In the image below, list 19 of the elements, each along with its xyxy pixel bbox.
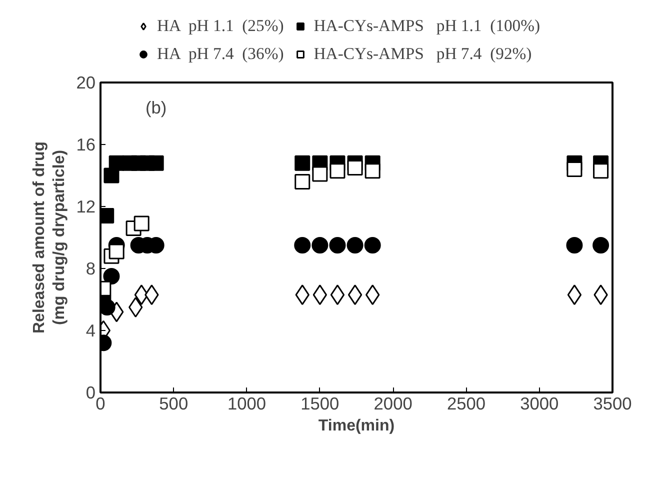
y-tick-label: 12 (76, 196, 96, 216)
x-tick-label: 500 (159, 394, 188, 414)
x-tick-label: 2000 (374, 394, 412, 414)
legend-label: HA pH 1.1 (25%) (157, 16, 284, 36)
x-tick-label: 1500 (300, 394, 340, 414)
y-tick-label: 8 (86, 258, 96, 278)
y-tick-label: 20 (76, 72, 96, 92)
annotation: (b) (146, 98, 167, 118)
x-tick-label: 2500 (446, 394, 486, 414)
x-tick-label: 3500 (593, 394, 632, 414)
y-tick-label: 16 (76, 134, 96, 154)
legend-label: HA-CYs-AMPS pH 1.1 (100%) (314, 16, 540, 36)
x-tick-label: 3000 (520, 394, 559, 414)
y-axis-title: Released amount of drug (mg drug/g dryparticle) (30, 141, 68, 334)
legend-label: HA-CYs-AMPS pH 7.4 (92%) (314, 44, 532, 64)
x-tick-label: 1000 (228, 394, 266, 414)
y-tick-label: 4 (86, 320, 96, 340)
legend-label: HA pH 7.4 (36%) (157, 44, 284, 64)
x-axis-title: Time(min) (318, 418, 395, 434)
